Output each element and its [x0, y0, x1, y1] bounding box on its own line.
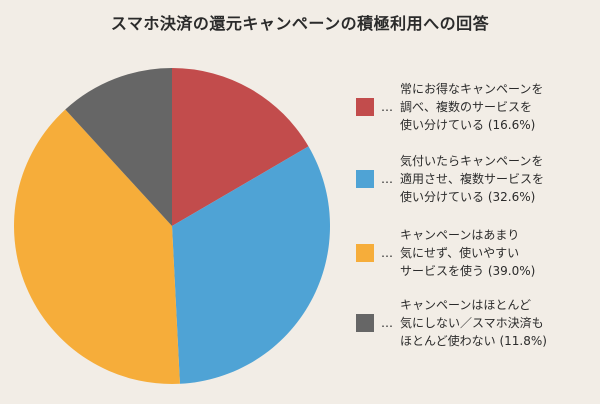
legend-swatch-1 — [356, 98, 374, 116]
legend-swatch-2 — [356, 170, 374, 188]
legend-item-1: … 常にお得なキャンペーンを 調べ、複数のサービスを 使い分けている (16.6%… — [356, 80, 596, 134]
legend-item-4: … キャンペーンはほとんど 気にしない／スマホ決済も ほとんど使わない (11.8… — [356, 296, 596, 350]
legend-label-1: 常にお得なキャンペーンを 調べ、複数のサービスを 使い分けている (16.6%) — [400, 80, 543, 134]
legend-ellipsis-2: … — [380, 172, 394, 186]
legend-ellipsis-3: … — [380, 246, 394, 260]
legend-ellipsis-1: … — [380, 100, 394, 114]
legend-label-2: 気付いたらキャンペーンを 適用させ、複数サービスを 使い分けている (32.6%… — [400, 152, 544, 206]
legend-label-4: キャンペーンはほとんど 気にしない／スマホ決済も ほとんど使わない (11.8%… — [400, 296, 547, 350]
legend-label-3: キャンペーンはあまり 気にせず、使いやすい サービスを使う (39.0%) — [400, 226, 535, 280]
legend-item-3: … キャンペーンはあまり 気にせず、使いやすい サービスを使う (39.0%) — [356, 226, 596, 280]
legend-swatch-4 — [356, 314, 374, 332]
legend-item-2: … 気付いたらキャンペーンを 適用させ、複数サービスを 使い分けている (32.6… — [356, 152, 596, 206]
legend-ellipsis-4: … — [380, 316, 394, 330]
legend-swatch-3 — [356, 244, 374, 262]
